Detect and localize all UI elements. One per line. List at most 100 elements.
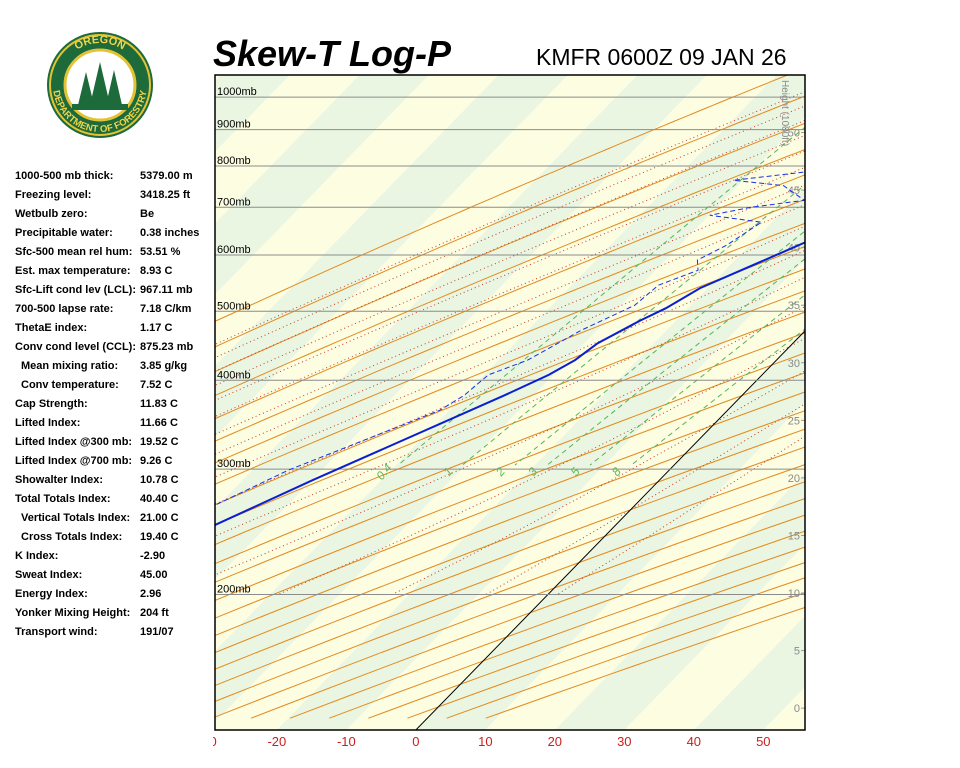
height-axis-label: Height (1000ft) [779,80,790,146]
index-row: Sfc-Lift cond lev (LCL): 967.11 mb [15,282,215,301]
x-tick-label: -10 [337,734,356,749]
dry-adiabat [215,148,805,397]
height-tick-label: 25 [788,415,800,427]
isotherm-band [215,75,638,509]
temperature-profile [215,241,805,527]
isotherm-band [215,75,568,438]
dry-adiabat [215,391,805,619]
index-label: Precipitable water: [15,227,113,239]
index-row: Conv cond level (CCL): 875.23 mb [15,339,215,358]
pressure-label: 1000mb [217,86,257,98]
x-tick-label: 50 [756,734,770,749]
indices-table: 1000-500 mb thick: 5379.00 m Freezing leve… [15,168,215,643]
index-value: Be [140,208,155,220]
index-value: 1.17 C [140,322,173,334]
index-label: Cap Strength: [15,398,88,410]
index-value: 40.40 C [140,493,179,505]
index-value: -2.90 [140,550,166,562]
index-value: 2.96 [140,588,162,600]
dry-adiabat [215,410,805,637]
x-tick-label: 10 [478,734,492,749]
logo: OREGON DEPARTMENT OF FORESTRY [47,32,153,138]
index-label: Lifted Index @300 mb: [15,436,133,448]
index-row: 1000-500 mb thick: 5379.00 m [15,168,215,187]
index-label: Energy Index: [15,588,88,600]
index-value: 191/07 [140,626,174,638]
index-label: Freezing level: [15,189,92,201]
index-value: 53.51 % [140,246,181,258]
index-value: 45.00 [140,569,168,581]
index-label: 1000-500 mb thick: [15,170,114,182]
mixing-ratio-line [630,328,805,466]
index-row: K Index: -2.90 [15,548,215,567]
logo-text: OREGON [73,34,128,53]
dry-adiabat [215,428,805,654]
index-row: Precipitable water: 0.38 inches [15,225,215,244]
pressure-label: 500mb [217,300,251,312]
moist-adiabat [391,370,805,595]
dry-adiabat [215,311,805,546]
index-row: Sweat Index: 45.00 [15,567,215,586]
mixing-ratio-line [546,258,805,466]
index-row: Yonker Mixing Height: 204 ft [15,605,215,624]
index-label: Vertical Totals Index: [21,512,131,524]
index-value: 3.85 g/kg [140,360,188,372]
mixing-ratio-line [462,184,805,466]
index-row: Mean mixing ratio: 3.85 g/kg [15,358,215,377]
dry-adiabat [215,268,805,506]
dry-adiabat [215,464,805,687]
x-tick-label: -20 [267,734,286,749]
dry-adiabat [215,198,805,442]
index-value: 8.93 C [140,265,173,277]
pressure-label: 300mb [217,458,251,470]
index-row: Vertical Totals Index: 21.00 C [15,510,215,529]
pressure-label: 800mb [217,155,251,167]
dry-adiabat [215,446,805,670]
pressure-label: 900mb [217,119,251,131]
height-tick-label: 0 [794,703,800,715]
x-tick-label: 0 [412,734,419,749]
height-tick-label: 50 [788,128,800,140]
index-label: K Index: [15,550,59,562]
index-label: ThetaE index: [15,322,88,334]
index-label: Est. max temperature: [15,265,131,277]
index-row: Lifted Index @300 mb: 19.52 C [15,434,215,453]
moist-adiabat [215,204,805,455]
index-row: Energy Index: 2.96 [15,586,215,605]
x-tick-label: 30 [617,734,631,749]
plot-foreground: 0.4 1 2 3 5 81000mb900mb800mb700mb600mb500mb4… [215,80,805,715]
index-label: Sfc-Lift cond lev (LCL): [15,284,136,296]
height-tick-label: 20 [788,473,800,485]
index-row: Transport wind: 191/07 [15,624,215,643]
logo-top-text: OREGON [73,34,128,53]
index-label: 700-500 lapse rate: [15,303,114,315]
index-row: Conv temperature: 7.52 C [15,377,215,396]
index-label: Cross Totals Index: [21,531,123,543]
dry-adiabat [215,290,805,526]
index-row: Showalter Index: 10.78 C [15,472,215,491]
index-row: ThetaE index: 1.17 C [15,320,215,339]
index-row: 700-500 lapse rate: 7.18 C/km [15,301,215,320]
height-tick-label: 10 [788,588,800,600]
height-tick-label: 15 [788,530,800,542]
index-label: Conv cond level (CCL): [15,341,137,353]
index-label: Sweat Index: [15,569,83,581]
index-value: 11.66 C [140,417,178,429]
title: Skew-T Log-P [213,33,452,74]
zero-isotherm [415,330,805,730]
index-label: Sfc-500 mean rel hum: [15,246,133,258]
dry-adiabat [215,174,805,420]
index-value: 21.00 C [140,512,179,524]
height-tick-label: 45 [788,185,800,197]
index-value: 19.40 C [140,531,179,543]
dry-adiabat [215,222,805,464]
index-value: 967.11 mb [140,284,193,296]
logo-ground [72,104,128,110]
index-row: Sfc-500 mean rel hum: 53.51 % [15,244,215,263]
index-row: Cap Strength: 11.83 C [15,396,215,415]
height-tick-label: 35 [788,300,800,312]
isotherm-band [624,544,805,730]
index-row: Lifted Index: 11.66 C [15,415,215,434]
